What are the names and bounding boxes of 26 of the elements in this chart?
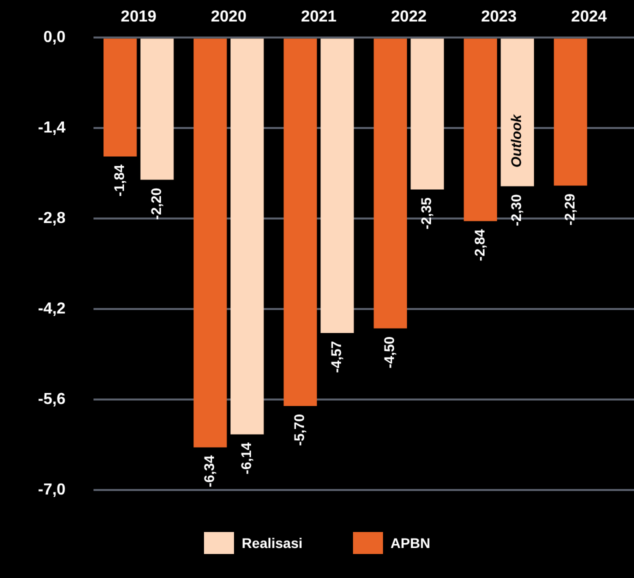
- x-tick-label: 2020: [210, 8, 247, 26]
- y-tick-label: 0,0: [43, 29, 66, 46]
- data-label: -2,84: [471, 228, 488, 262]
- x-tick-label: 2024: [571, 8, 607, 26]
- annotation: Outlook: [508, 113, 524, 168]
- data-label: -1,84: [111, 164, 127, 196]
- data-label: -4,50: [381, 336, 398, 368]
- y-tick-label: -7,0: [38, 481, 66, 498]
- x-tick-label: 2022: [391, 8, 427, 26]
- data-label: -6,14: [238, 442, 254, 474]
- y-tick-label: -2,8: [38, 210, 66, 227]
- legend-label: Realisasi: [242, 535, 303, 551]
- data-label: -2,29: [561, 193, 578, 226]
- y-tick-label: -5,6: [38, 390, 66, 408]
- y-tick-label: -1,4: [38, 119, 66, 136]
- x-tick-label: 2021: [300, 8, 337, 26]
- data-label: -2,35: [418, 197, 434, 230]
- data-label: -6,34: [201, 455, 218, 488]
- data-label: -4,57: [328, 340, 344, 373]
- data-label: -5,70: [291, 414, 308, 446]
- legend-label: APBN: [390, 535, 430, 551]
- x-tick-label: 2023: [481, 8, 517, 26]
- data-label: -2,20: [148, 188, 164, 220]
- data-label: -2,30: [508, 194, 524, 226]
- x-tick-label: 2019: [120, 8, 157, 26]
- y-tick-label: -4,2: [38, 300, 66, 318]
